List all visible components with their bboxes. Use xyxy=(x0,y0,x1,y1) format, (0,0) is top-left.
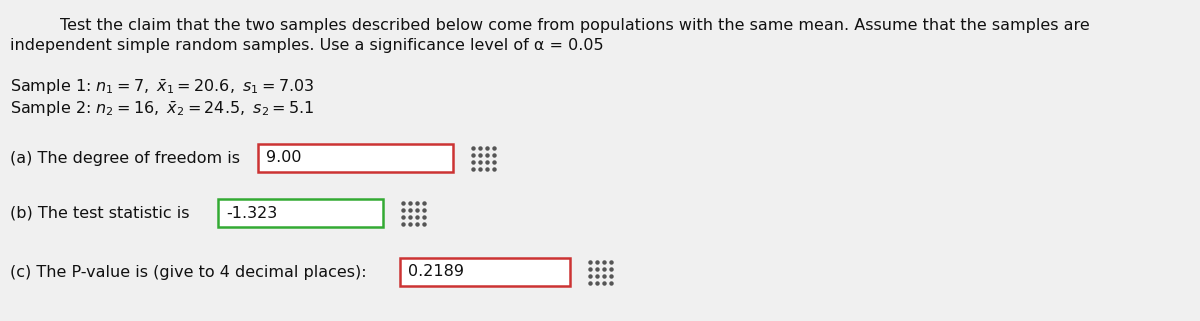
Text: independent simple random samples. Use a significance level of α = 0.05: independent simple random samples. Use a… xyxy=(10,38,604,53)
Bar xyxy=(258,144,454,172)
Bar xyxy=(400,258,570,286)
Text: 9.00: 9.00 xyxy=(266,151,301,166)
Text: (c) The P-value is (give to 4 decimal places):: (c) The P-value is (give to 4 decimal pl… xyxy=(10,265,367,280)
Text: 0.2189: 0.2189 xyxy=(408,265,464,280)
Text: -1.323: -1.323 xyxy=(226,205,277,221)
Text: (b) The test statistic is: (b) The test statistic is xyxy=(10,205,190,221)
Text: Sample 2: $n_2 = 16,\ \bar{x}_2 = 24.5,\ s_2 = 5.1$: Sample 2: $n_2 = 16,\ \bar{x}_2 = 24.5,\… xyxy=(10,100,314,119)
Text: Sample 1: $n_1 = 7,\ \bar{x}_1 = 20.6,\ s_1 = 7.03$: Sample 1: $n_1 = 7,\ \bar{x}_1 = 20.6,\ … xyxy=(10,78,314,97)
Bar xyxy=(218,199,383,227)
Text: (a) The degree of freedom is: (a) The degree of freedom is xyxy=(10,151,240,166)
Text: Test the claim that the two samples described below come from populations with t: Test the claim that the two samples desc… xyxy=(60,18,1090,33)
